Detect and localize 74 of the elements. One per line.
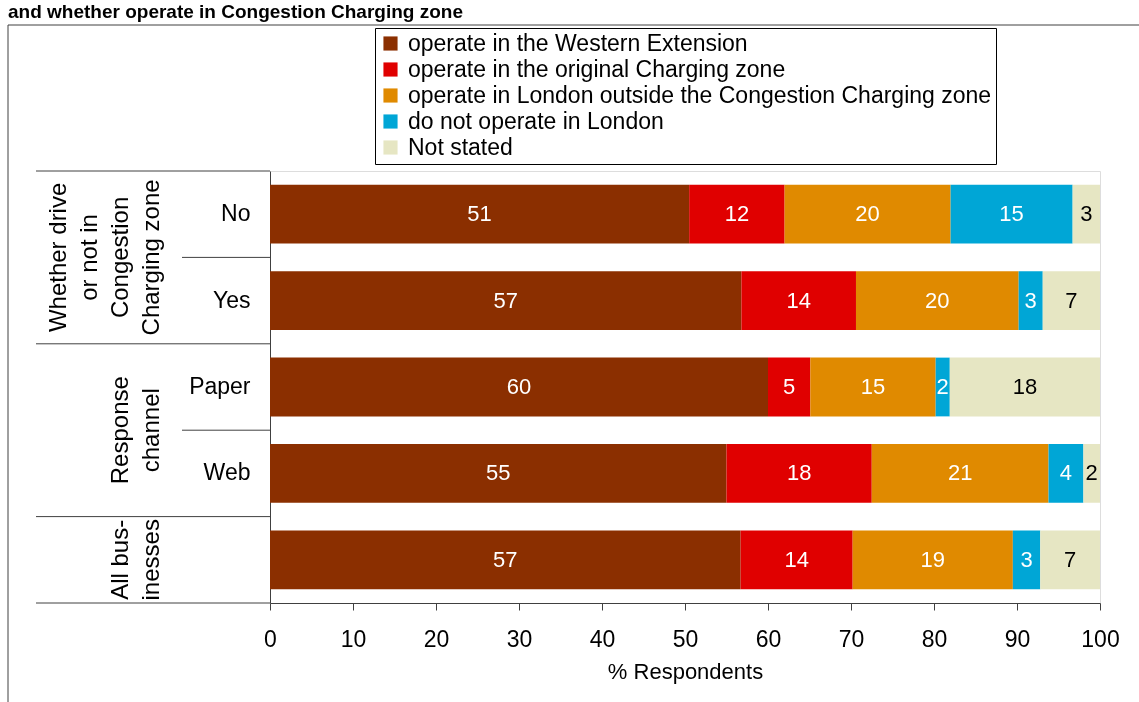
data-label: 2 <box>1085 460 1098 486</box>
data-label: 20 <box>925 287 950 313</box>
x-axis-title: % Respondents <box>607 658 764 684</box>
x-tick-label: 10 <box>340 625 367 652</box>
bar <box>689 184 785 244</box>
bar <box>270 530 741 590</box>
bar <box>1042 271 1100 330</box>
bar <box>852 530 1013 590</box>
y-tick-label: Paper <box>189 373 251 399</box>
data-label: 15 <box>860 374 886 399</box>
bar <box>855 271 1019 330</box>
data-label: 3 <box>1024 287 1037 313</box>
bar <box>1072 184 1100 244</box>
data-label: 3 <box>1080 201 1093 227</box>
data-label: 12 <box>724 201 750 227</box>
data-label: 5 <box>783 374 796 399</box>
text: Response channel <box>106 376 164 485</box>
bar <box>741 271 856 330</box>
bar <box>1048 444 1084 503</box>
x-tick-label: 40 <box>589 625 616 652</box>
bar <box>270 271 742 330</box>
chart-title: and whether operate in Congestion Charging zone <box>8 1 463 22</box>
data-label: 19 <box>920 546 945 572</box>
bar <box>270 357 768 417</box>
text: Whether drive or not in Congestion Charging zone <box>44 179 164 336</box>
bar <box>949 357 1100 417</box>
legend-label: operate in the original Charging zone <box>408 55 786 82</box>
bar <box>726 444 872 503</box>
x-tick-label: 0 <box>264 625 277 652</box>
data-label: 7 <box>1065 287 1078 313</box>
bar <box>1012 530 1041 590</box>
x-tick-label: 20 <box>423 625 450 652</box>
x-tick-label: 90 <box>1004 625 1031 652</box>
data-label: 60 <box>506 374 532 399</box>
data-label: 14 <box>784 546 809 572</box>
legend-label: operate in the Western Extension <box>408 29 748 56</box>
data-label: 57 <box>493 546 518 572</box>
data-label: 4 <box>1059 460 1073 486</box>
x-tick-label: 80 <box>921 625 948 652</box>
bar <box>950 184 1073 244</box>
text: All bus- inesses <box>106 519 164 601</box>
data-label: 20 <box>855 201 880 227</box>
legend-label: operate in London outside the Congestion Charging zone <box>408 81 992 108</box>
data-label: 15 <box>999 201 1024 227</box>
x-tick-label: 30 <box>506 625 533 652</box>
x-tick-label: 50 <box>672 625 699 652</box>
bar <box>270 184 690 244</box>
legend-label: Not stated <box>408 133 513 160</box>
data-label: 51 <box>467 201 492 227</box>
bar <box>1018 271 1043 330</box>
bar <box>768 357 811 417</box>
data-label: 14 <box>786 287 811 313</box>
y-tick-label: No <box>221 200 251 227</box>
bar <box>1083 444 1100 503</box>
data-label: 7 <box>1063 546 1077 572</box>
data-label: 21 <box>947 460 973 486</box>
data-label: 57 <box>493 287 518 313</box>
y-tick-label: Web <box>203 459 251 486</box>
data-label: 3 <box>1020 546 1033 572</box>
bar <box>270 444 727 503</box>
legend-label: do not operate in London <box>408 107 664 134</box>
bar <box>740 530 853 590</box>
x-tick-label: 70 <box>838 625 865 652</box>
data-label: 18 <box>786 460 812 486</box>
bar <box>810 357 936 417</box>
bar <box>1040 530 1100 590</box>
y-tick-label: Yes <box>212 286 251 313</box>
x-tick-label: 60 <box>755 625 782 652</box>
data-label: 55 <box>486 460 511 486</box>
bar <box>871 444 1049 503</box>
data-label: 2 <box>936 374 949 399</box>
data-label: 18 <box>1012 374 1038 399</box>
x-tick-label: 100 <box>1081 625 1120 652</box>
bar <box>784 184 951 244</box>
